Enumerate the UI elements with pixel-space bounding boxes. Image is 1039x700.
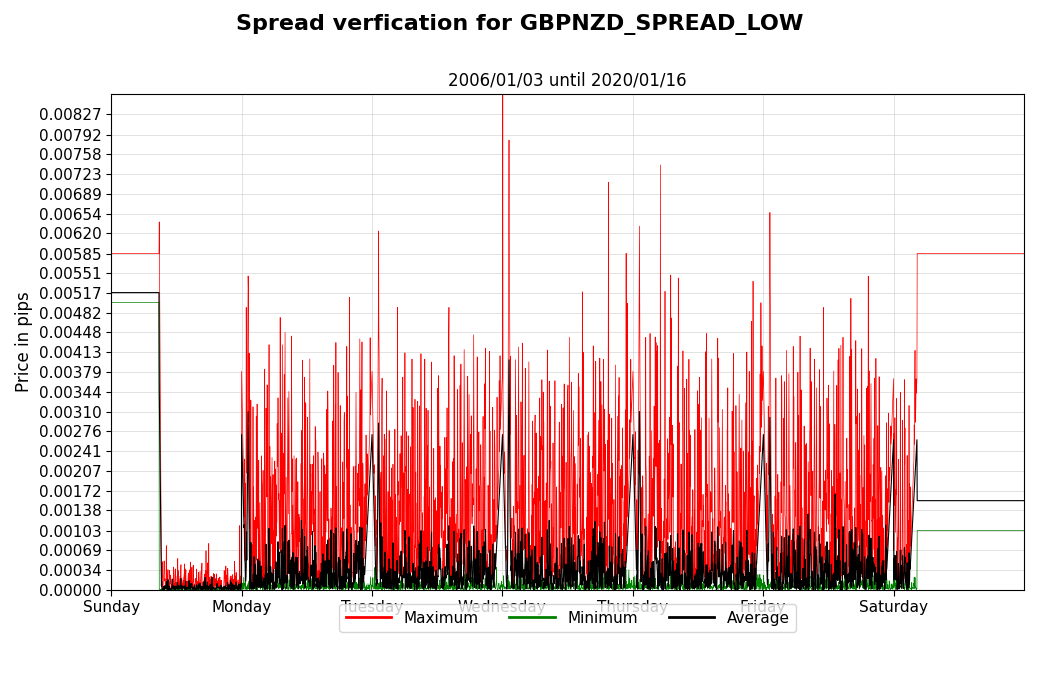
Average	[221, 584, 234, 593]
Legend: Maximum, Minimum, Average: Maximum, Minimum, Average	[340, 604, 796, 631]
Minimum	[512, 584, 525, 592]
Average	[1018, 496, 1031, 505]
Maximum	[731, 559, 744, 568]
Minimum	[692, 585, 704, 594]
Maximum	[692, 400, 704, 408]
Maximum	[202, 585, 214, 594]
Line: Minimum: Minimum	[111, 302, 1024, 589]
Maximum	[105, 249, 117, 258]
Maximum	[1018, 249, 1031, 258]
Maximum	[504, 352, 516, 361]
Minimum	[504, 582, 516, 590]
Minimum	[731, 585, 744, 594]
Maximum	[583, 564, 595, 572]
Text: Spread verfication for GBPNZD_SPREAD_LOW: Spread verfication for GBPNZD_SPREAD_LOW	[236, 14, 803, 35]
Average	[692, 584, 704, 592]
Minimum	[105, 298, 117, 307]
Average	[731, 585, 744, 594]
Average	[105, 288, 117, 297]
Maximum	[221, 564, 234, 573]
Average	[512, 566, 525, 574]
Title: 2006/01/03 until 2020/01/16: 2006/01/03 until 2020/01/16	[448, 72, 687, 90]
Maximum	[512, 424, 525, 432]
Line: Maximum: Maximum	[111, 94, 1024, 589]
Minimum	[1018, 526, 1031, 535]
Average	[504, 509, 516, 517]
Average	[202, 585, 214, 594]
Average	[583, 568, 595, 577]
Y-axis label: Price in pips: Price in pips	[15, 292, 33, 393]
Line: Average: Average	[111, 293, 1024, 589]
Minimum	[219, 585, 232, 594]
Minimum	[221, 584, 234, 593]
Minimum	[583, 581, 595, 589]
Maximum	[497, 90, 509, 99]
